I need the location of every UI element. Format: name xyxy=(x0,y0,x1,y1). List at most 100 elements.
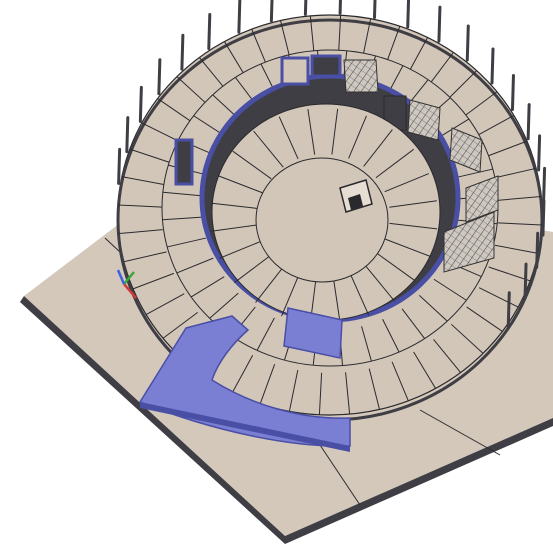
ring-division-line xyxy=(307,109,316,155)
wall-grille-panels xyxy=(343,59,499,273)
ring-division-line xyxy=(132,272,175,290)
selected-pad-surface xyxy=(283,307,343,359)
column xyxy=(542,166,547,204)
ring-division-line xyxy=(385,238,430,257)
column xyxy=(523,262,528,300)
ring-division-line xyxy=(162,191,203,197)
ring-division-line xyxy=(259,364,276,405)
ring-division-line xyxy=(450,323,484,354)
ring-division-line xyxy=(419,294,448,322)
ring-division-line xyxy=(176,257,214,274)
ring-division-line xyxy=(345,372,351,415)
column xyxy=(510,73,515,111)
ring-division-line xyxy=(281,273,300,317)
ring-division-line xyxy=(218,239,264,259)
ring-division-line xyxy=(118,229,163,235)
column xyxy=(269,0,274,23)
column xyxy=(237,0,242,34)
outer-ring-divisions xyxy=(118,15,542,415)
ring-division-line xyxy=(497,222,542,226)
ring-division-line xyxy=(318,372,323,415)
ring-division-line xyxy=(453,168,493,179)
grille-panel xyxy=(449,127,483,173)
column xyxy=(406,0,411,29)
ring-division-line xyxy=(331,108,339,155)
ring-division-line xyxy=(494,244,539,254)
column xyxy=(157,58,162,96)
ring-division-line xyxy=(332,277,341,323)
ring-division-line xyxy=(121,176,166,186)
axis-x-line xyxy=(123,283,137,299)
ring-division-line xyxy=(389,222,438,230)
wall-opening xyxy=(174,138,194,186)
ring-division-line xyxy=(234,253,273,284)
column xyxy=(465,24,470,62)
grille-panel xyxy=(407,99,441,141)
column xyxy=(437,5,442,43)
base-slab-side-right xyxy=(285,418,553,544)
ring-division-line xyxy=(413,351,436,389)
ring-division-line xyxy=(497,195,542,201)
ring-division-line xyxy=(129,148,172,164)
column xyxy=(180,33,185,71)
ring-division-line xyxy=(375,148,414,179)
column xyxy=(541,199,546,237)
axis-z-line xyxy=(116,269,126,285)
base-slab-joint xyxy=(419,409,501,456)
ring-division-line xyxy=(401,308,425,339)
ring-division-line xyxy=(256,317,275,351)
ring-division-line xyxy=(368,368,380,410)
selected-pad[interactable] xyxy=(283,307,343,359)
ring-division-line xyxy=(198,57,227,91)
ring-division-line xyxy=(253,130,284,168)
ring-division-line xyxy=(466,306,503,332)
ring-division-line xyxy=(224,41,247,79)
ring-division-line xyxy=(433,339,462,373)
column xyxy=(117,147,122,185)
ring-division-line xyxy=(162,216,203,221)
ring-division-line xyxy=(349,272,370,316)
ring-division-line xyxy=(462,91,498,119)
central-shaft-hole xyxy=(348,194,363,210)
ring-division-line xyxy=(176,76,210,107)
ring-division-line xyxy=(364,264,395,302)
base-slab-side xyxy=(20,296,285,544)
column xyxy=(537,134,542,172)
ring-division-line xyxy=(209,292,239,319)
ring-division-line xyxy=(363,129,393,167)
columns xyxy=(117,0,547,329)
column xyxy=(506,291,511,329)
ring-division-line xyxy=(382,318,400,353)
ring-division-line xyxy=(251,28,269,69)
ring-division-line xyxy=(361,326,372,362)
ring-division-line xyxy=(232,150,272,180)
courtyard-center-floor xyxy=(255,157,389,283)
ring-division-line xyxy=(445,70,478,102)
xyz-axis-gizmo-icon[interactable] xyxy=(116,269,137,299)
column xyxy=(490,47,495,85)
grille-panel xyxy=(465,175,499,223)
ring-division-line xyxy=(118,204,163,208)
ramp-slab-edge xyxy=(140,402,350,452)
ring-division-line xyxy=(211,224,259,232)
ring-division-line xyxy=(389,200,437,208)
ring-division-line xyxy=(123,251,167,263)
central-shaft[interactable] xyxy=(339,179,373,213)
ring-division-line xyxy=(162,311,198,339)
column xyxy=(207,13,212,51)
ring-division-line xyxy=(391,361,409,402)
column xyxy=(138,85,143,123)
ring-division-line xyxy=(190,276,225,298)
ring-division-line xyxy=(288,369,299,412)
wall-opening xyxy=(280,56,310,86)
grille-panel xyxy=(443,211,495,273)
ramp-slab[interactable] xyxy=(138,315,351,452)
inner-courtyard[interactable] xyxy=(210,103,441,324)
ring-division-line xyxy=(475,114,515,137)
ring-division-line xyxy=(348,115,367,159)
column xyxy=(338,0,342,15)
wall-opening xyxy=(310,54,342,78)
ring-division-line xyxy=(427,52,454,87)
axis-y-line xyxy=(123,271,135,285)
